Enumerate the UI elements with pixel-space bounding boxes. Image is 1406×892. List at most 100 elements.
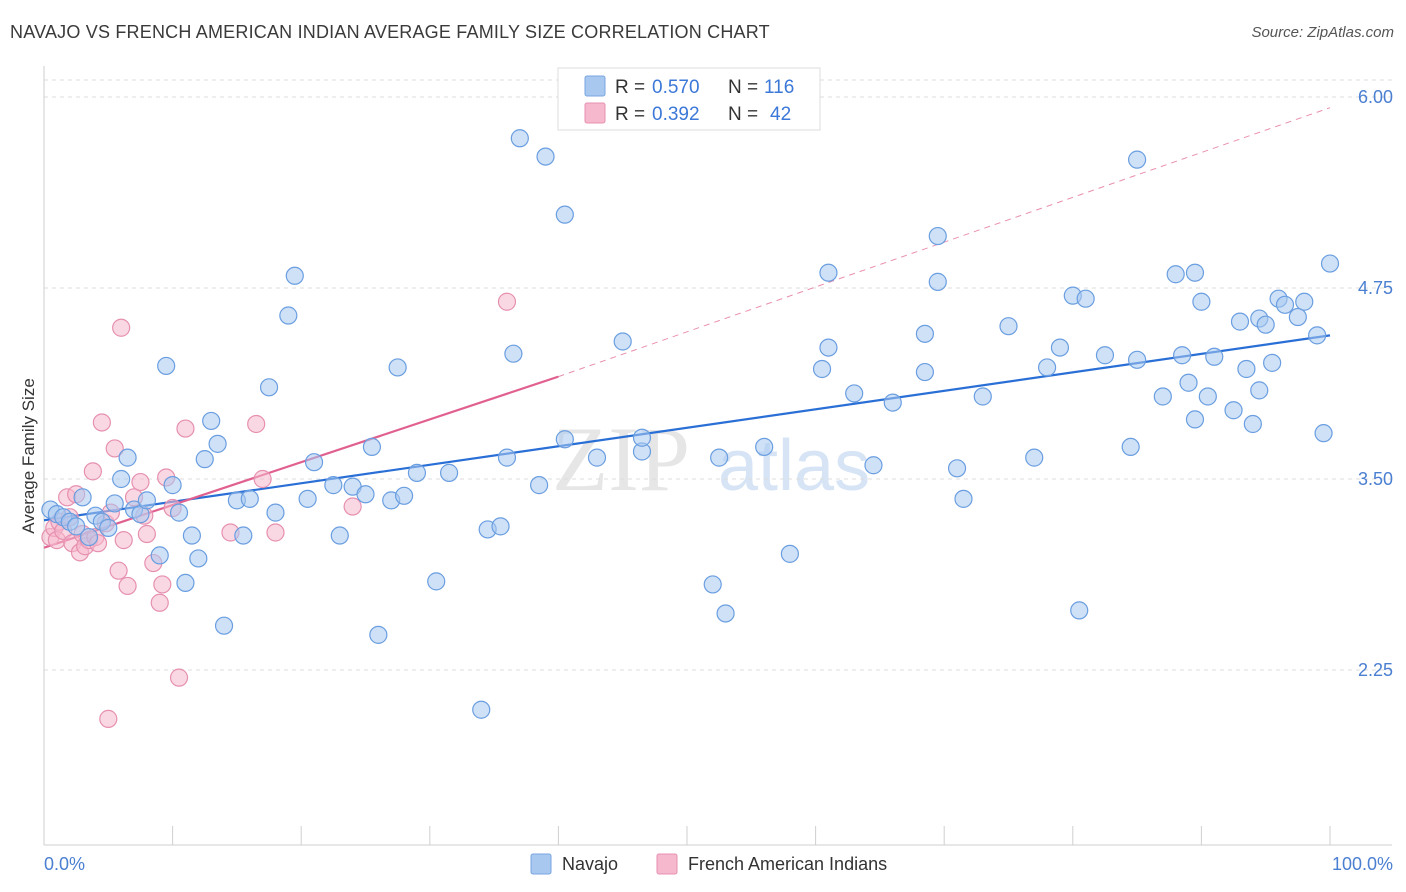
navajo-point [755, 437, 774, 457]
navajo-point [716, 604, 735, 623]
watermark-atlas: atlas [718, 426, 870, 506]
legend-swatch-french [584, 102, 606, 124]
navajo-points [41, 129, 1340, 719]
navajo-point [1050, 338, 1070, 357]
french-point [497, 292, 517, 311]
navajo-point [536, 147, 555, 166]
navajo-point [176, 573, 195, 593]
y-tick-labels: 6.00 4.75 3.50 2.25 [1358, 87, 1393, 680]
bottom-legend-swatch-navajo [530, 853, 552, 875]
navajo-point [285, 266, 304, 285]
bottom-legend-label-french: French American Indians [688, 854, 887, 874]
navajo-point [1025, 448, 1044, 467]
navajo-point [780, 544, 799, 563]
navajo-point [1076, 289, 1095, 308]
french-point [343, 497, 362, 516]
navajo-point [1095, 346, 1115, 365]
navajo-point [150, 546, 169, 565]
navajo-point [710, 448, 729, 467]
navajo-point [1230, 312, 1250, 331]
french-point [150, 593, 169, 612]
navajo-point [304, 453, 324, 472]
navajo-point [928, 272, 947, 291]
navajo-point [234, 526, 253, 545]
navajo-point [819, 338, 838, 357]
y-tick-label: 6.00 [1358, 87, 1393, 107]
y-axis-label: Average Family Size [19, 378, 38, 534]
french-point [131, 472, 150, 492]
legend-r-label-navajo: R = [615, 77, 645, 98]
bottom-legend: Navajo French American Indians [530, 853, 887, 875]
french-point [266, 523, 285, 542]
navajo-point [182, 526, 201, 545]
navajo-point [1179, 373, 1198, 392]
bottom-legend-swatch-french [656, 853, 678, 875]
navajo-point [169, 503, 189, 522]
navajo-point [928, 226, 947, 246]
source-label: Source: ZipAtlas.com [1251, 24, 1394, 41]
legend-n-label-french: N = [728, 104, 758, 125]
french-point [153, 575, 172, 594]
navajo-point [163, 476, 182, 495]
navajo-point [973, 387, 992, 406]
french-point [83, 462, 102, 481]
navajo-point [1037, 358, 1057, 377]
french-point [109, 561, 128, 580]
navajo-point [915, 324, 935, 343]
navajo-point [195, 450, 214, 469]
french-point [114, 531, 133, 550]
navajo-point [105, 494, 124, 513]
navajo-point [1121, 437, 1140, 457]
navajo-point [555, 430, 574, 449]
navajo-point [202, 411, 221, 431]
french-point [176, 419, 195, 438]
navajo-point [1070, 601, 1089, 620]
navajo-point [1205, 347, 1224, 366]
y-tick-label: 2.25 [1358, 660, 1393, 680]
navajo-point [1127, 350, 1147, 369]
french-point [169, 668, 189, 687]
legend-r-value-french: 0.392 [652, 104, 700, 125]
navajo-point [632, 428, 652, 447]
navajo-point [240, 489, 259, 508]
watermark-zip: ZIP [552, 408, 690, 510]
navajo-point [555, 205, 574, 224]
navajo-point [1263, 353, 1282, 372]
navajo-point [1320, 254, 1340, 273]
navajo-point [947, 459, 967, 478]
navajo-point [1198, 387, 1217, 406]
navajo-point [845, 384, 864, 403]
navajo-point [510, 129, 529, 148]
navajo-point [157, 356, 176, 376]
navajo-point [497, 448, 517, 467]
navajo-point [491, 517, 510, 536]
navajo-point [1237, 359, 1256, 379]
navajo-point [369, 625, 388, 644]
navajo-point [915, 362, 935, 382]
trend-line [43, 334, 1331, 522]
french-point [118, 576, 137, 596]
navajo-point [79, 527, 99, 547]
french-point [105, 439, 124, 458]
navajo-point [613, 332, 632, 351]
navajo-point [99, 518, 118, 537]
french-point [112, 318, 131, 337]
chart-title: NAVAJO VS FRENCH AMERICAN INDIAN AVERAGE… [10, 22, 770, 42]
navajo-point [504, 344, 523, 363]
navajo-point [137, 491, 156, 510]
navajo-point [189, 549, 208, 568]
navajo-point [819, 263, 838, 282]
x-tick-label-max: 100.0% [1332, 854, 1393, 874]
navajo-point [259, 378, 279, 397]
navajo-point [1256, 315, 1275, 334]
top-legend: R = 0.570 N = 116 R = 0.392 N = 42 [557, 67, 821, 131]
legend-n-value-navajo: 116 [764, 77, 794, 98]
bottom-legend-label-navajo: Navajo [562, 854, 618, 874]
navajo-point [1288, 307, 1307, 327]
navajo-point [703, 575, 722, 594]
navajo-point [1295, 292, 1314, 311]
navajo-point [1314, 424, 1333, 443]
y-tick-label: 4.75 [1358, 278, 1393, 298]
navajo-point [112, 469, 131, 489]
